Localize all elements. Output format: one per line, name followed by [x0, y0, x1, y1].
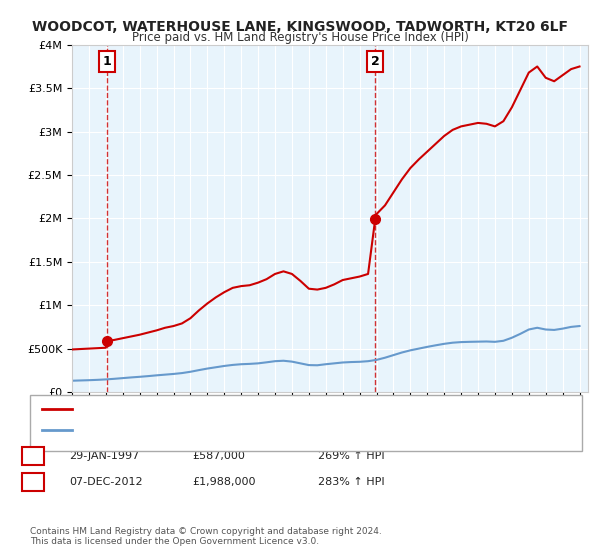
- Text: WOODCOT, WATERHOUSE LANE, KINGSWOOD, TADWORTH, KT20 6LF (detached house): WOODCOT, WATERHOUSE LANE, KINGSWOOD, TAD…: [78, 404, 505, 414]
- Text: 29-JAN-1997: 29-JAN-1997: [69, 451, 139, 461]
- Text: 1: 1: [103, 55, 112, 68]
- Text: WOODCOT, WATERHOUSE LANE, KINGSWOOD, TADWORTH, KT20 6LF: WOODCOT, WATERHOUSE LANE, KINGSWOOD, TAD…: [32, 20, 568, 34]
- Text: 2: 2: [29, 477, 37, 487]
- Text: Price paid vs. HM Land Registry's House Price Index (HPI): Price paid vs. HM Land Registry's House …: [131, 31, 469, 44]
- Text: £587,000: £587,000: [192, 451, 245, 461]
- Text: 2: 2: [371, 55, 380, 68]
- Text: 283% ↑ HPI: 283% ↑ HPI: [318, 477, 385, 487]
- Text: HPI: Average price, detached house, Reigate and Banstead: HPI: Average price, detached house, Reig…: [78, 425, 367, 435]
- Text: 07-DEC-2012: 07-DEC-2012: [69, 477, 143, 487]
- Text: 1: 1: [29, 451, 37, 461]
- Text: 269% ↑ HPI: 269% ↑ HPI: [318, 451, 385, 461]
- Text: £1,988,000: £1,988,000: [192, 477, 256, 487]
- Text: Contains HM Land Registry data © Crown copyright and database right 2024.
This d: Contains HM Land Registry data © Crown c…: [30, 526, 382, 546]
